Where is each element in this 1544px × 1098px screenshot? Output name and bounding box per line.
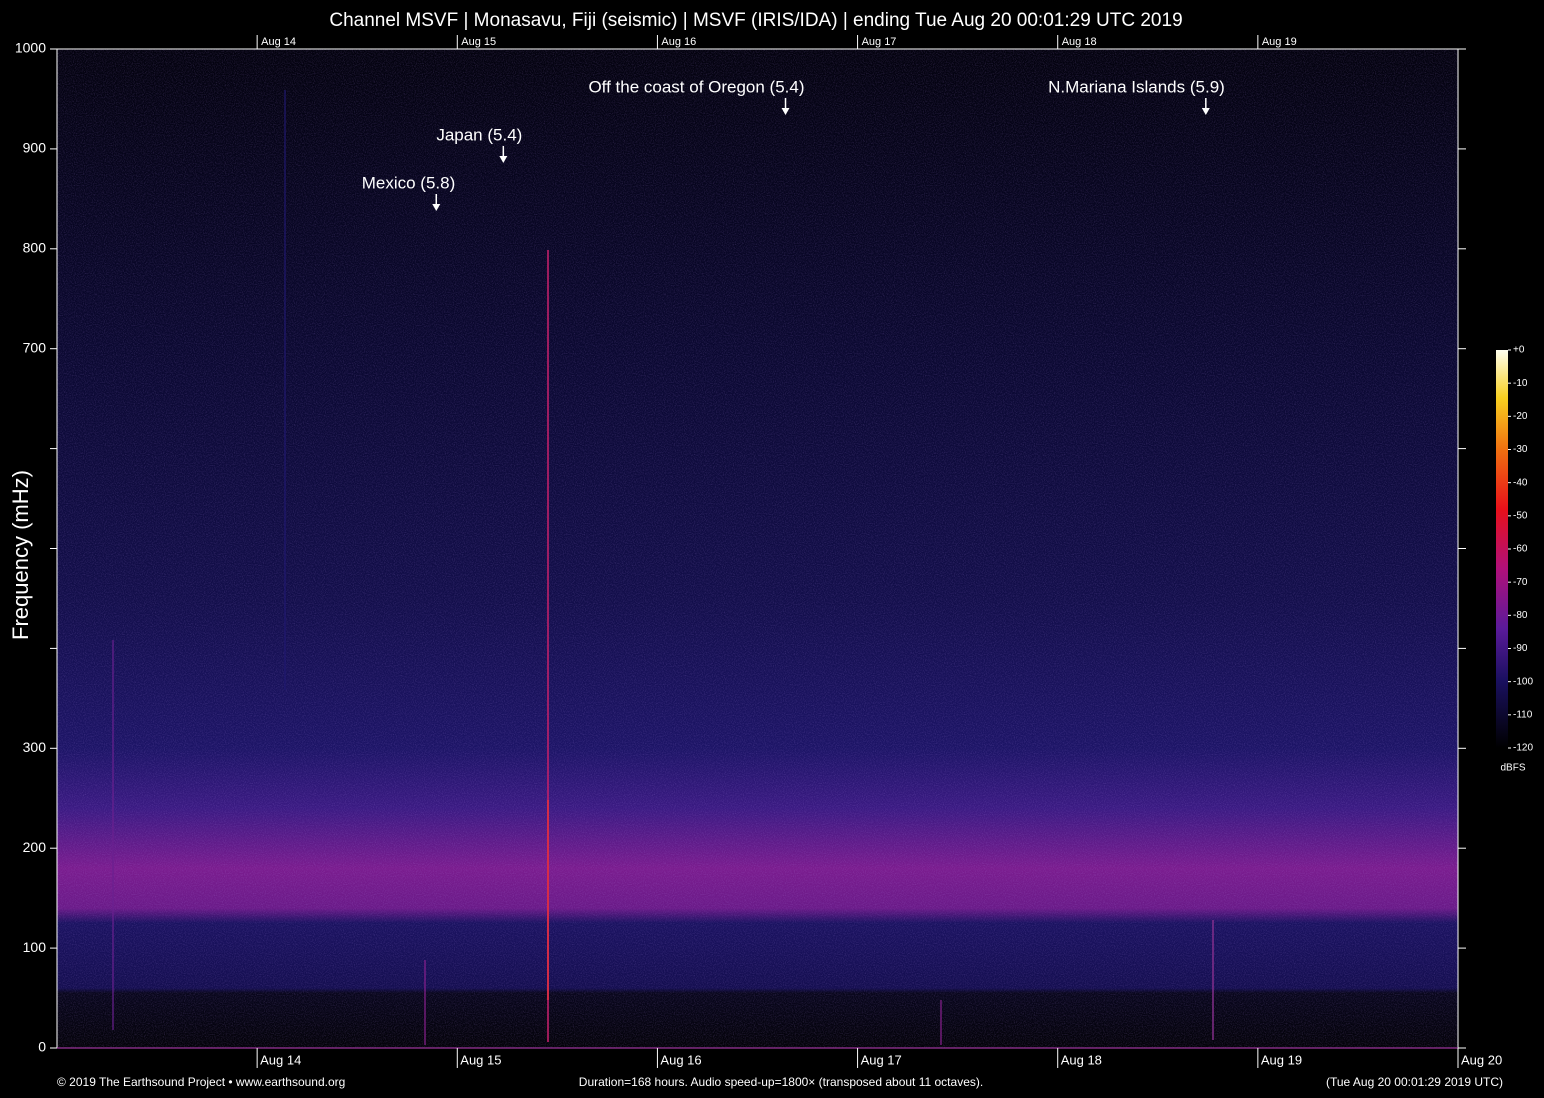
x-tick-label: Aug 19 <box>1261 1052 1302 1067</box>
annotation-text: N.Mariana Islands (5.9) <box>1048 77 1225 96</box>
colorbar <box>1496 350 1508 748</box>
y-axis-label: Frequency (mHz) <box>8 470 33 640</box>
colorbar-tick-label: -10 <box>1513 378 1528 389</box>
x-tick-label: Aug 20 <box>1461 1052 1502 1067</box>
footer-left: © 2019 The Earthsound Project • www.eart… <box>57 1075 345 1089</box>
annotation-arrowhead <box>499 156 508 163</box>
x-tick-label-top: Aug 18 <box>1062 36 1097 48</box>
colorbar-tick-label: -70 <box>1513 577 1528 588</box>
chart-title: Channel MSVF | Monasavu, Fiji (seismic) … <box>329 10 1182 31</box>
x-tick-label: Aug 15 <box>460 1052 501 1067</box>
y-tick-label: 900 <box>23 140 47 156</box>
colorbar-tick-label: -120 <box>1513 743 1533 754</box>
y-tick-label: 100 <box>23 939 47 955</box>
event-streaks <box>112 90 1214 1045</box>
y-tick-label: 300 <box>23 739 47 755</box>
spectrogram-noise <box>57 49 1458 1048</box>
x-tick-label-top: Aug 17 <box>862 36 897 48</box>
annotation-text: Mexico (5.8) <box>362 173 456 192</box>
y-tick-label: 800 <box>23 240 47 256</box>
x-tick-label-top: Aug 14 <box>261 36 296 48</box>
annotation-text: Off the coast of Oregon (5.4) <box>588 77 804 96</box>
annotation-arrowhead <box>781 108 790 115</box>
footer-right: (Tue Aug 20 00:01:29 2019 UTC) <box>1326 1075 1503 1089</box>
colorbar-label: dBFS <box>1500 763 1525 774</box>
colorbar-tick-label: -80 <box>1513 610 1528 621</box>
colorbar-tick-label: -90 <box>1513 643 1528 654</box>
colorbar-tick-label: -30 <box>1513 444 1528 455</box>
colorbar-tick-label: +0 <box>1513 345 1525 356</box>
colorbar-tick-label: -110 <box>1513 709 1533 720</box>
colorbar-tick-label: -50 <box>1513 510 1528 521</box>
y-tick-label: 0 <box>38 1039 46 1055</box>
colorbar-tick-label: -40 <box>1513 477 1528 488</box>
x-tick-label: Aug 16 <box>660 1052 701 1067</box>
x-tick-label: Aug 17 <box>861 1052 902 1067</box>
x-tick-label-top: Aug 16 <box>661 36 696 48</box>
annotation-arrowhead <box>1201 108 1210 115</box>
y-tick-label: 700 <box>23 339 47 355</box>
annotation-text: Japan (5.4) <box>436 125 522 144</box>
annotation-arrowhead <box>432 204 441 211</box>
colorbar-tick-label: -100 <box>1513 676 1533 687</box>
x-tick-label-top: Aug 19 <box>1262 36 1297 48</box>
y-tick-label: 200 <box>23 839 47 855</box>
x-tick-label: Aug 18 <box>1061 1052 1102 1067</box>
y-tick-label: 1000 <box>15 40 46 56</box>
colorbar-tick-label: -20 <box>1513 411 1528 422</box>
colorbar-tick-label: -60 <box>1513 544 1528 555</box>
x-tick-label-top: Aug 15 <box>461 36 496 48</box>
x-tick-label: Aug 14 <box>260 1052 301 1067</box>
footer-center: Duration=168 hours. Audio speed-up=1800×… <box>579 1075 983 1089</box>
